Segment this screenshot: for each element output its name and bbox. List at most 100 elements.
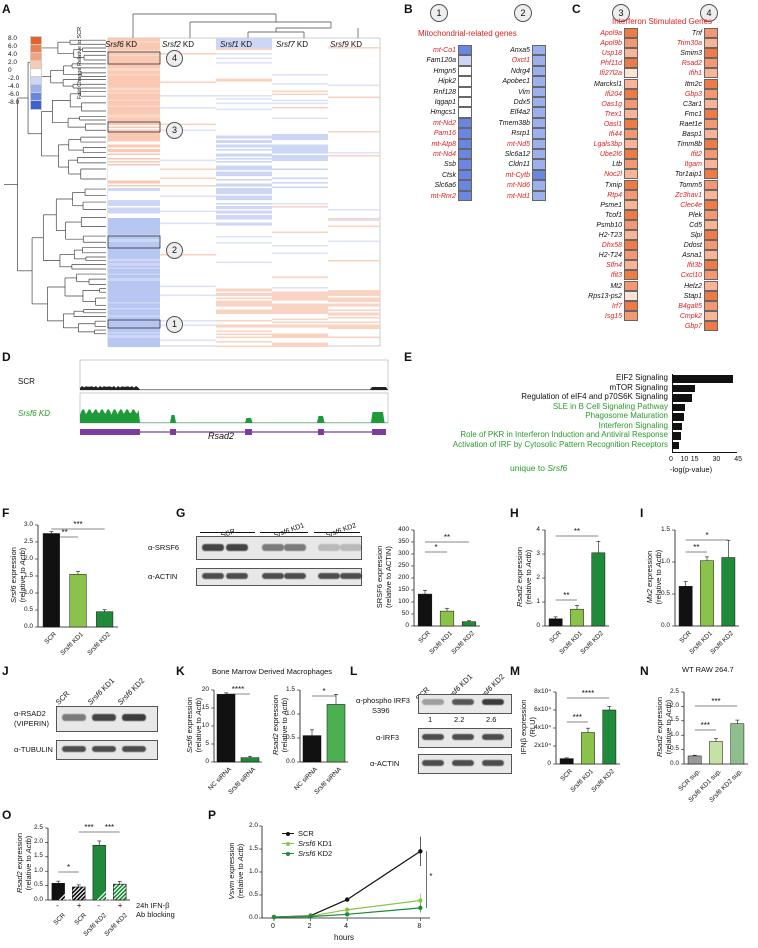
heat-cell <box>108 38 160 40</box>
blot-row-label: α-phospho IRF3 <box>356 696 410 705</box>
heat-cell <box>108 315 160 318</box>
heat-cell <box>108 113 160 115</box>
bar <box>700 560 714 627</box>
heat-cell <box>216 188 272 190</box>
data-point <box>344 897 350 902</box>
pathway-bar <box>672 394 693 402</box>
y-tick-label: 100 <box>398 597 409 605</box>
hatch <box>101 883 118 901</box>
series-line <box>273 907 421 918</box>
heat-cell <box>108 81 160 84</box>
cluster-circle: 3 <box>166 122 183 139</box>
gene-cell <box>704 280 718 291</box>
gene-label: Basp1 <box>682 131 702 138</box>
blot-band <box>202 573 224 579</box>
heat-cell <box>272 312 328 315</box>
blot-band <box>226 573 248 579</box>
gene-cell <box>624 58 638 69</box>
y-tick-label: 0.5 <box>23 605 33 613</box>
gene-cell <box>624 290 638 301</box>
y-tick-label: 0.0 <box>285 757 295 765</box>
heat-cell <box>216 161 272 163</box>
cat-suffix: KD2 <box>96 631 112 647</box>
legend-suffix: KD1 <box>315 839 333 848</box>
y-tick-label: 300 <box>398 549 409 557</box>
heat-cell <box>216 38 272 40</box>
gene-cell <box>532 45 546 56</box>
heat-cell <box>216 174 272 177</box>
bar <box>730 723 745 765</box>
ylabel-ref: Actb <box>18 550 27 566</box>
panel-label-h: H <box>510 506 519 520</box>
heat-cell <box>108 159 160 162</box>
heat-cell <box>160 177 216 180</box>
heat-cell <box>108 84 160 87</box>
gene-label: Txnip <box>604 181 622 189</box>
kd-coverage <box>80 409 388 423</box>
heat-cell <box>272 90 328 93</box>
heat-cell <box>108 72 160 75</box>
heat-cell <box>108 200 160 202</box>
gene-label: Noc2l <box>604 171 622 179</box>
category-label: SCR <box>43 631 59 646</box>
heat-cell <box>216 302 272 304</box>
col-suffix: KD2 <box>488 672 507 691</box>
heat-cell <box>216 311 272 313</box>
heat-cell <box>108 129 160 132</box>
heat-cell <box>108 254 160 256</box>
heat-cell <box>272 83 328 85</box>
gene-cell <box>704 250 718 261</box>
heat-cell <box>160 129 216 132</box>
heat-cell <box>108 171 160 174</box>
gene-label: Gbp7 <box>684 322 702 330</box>
heat-cell <box>108 176 160 178</box>
column-suffix: KD <box>123 40 138 49</box>
heat-cell <box>108 150 160 153</box>
heat-cell <box>216 242 272 244</box>
heat-cell <box>108 336 160 339</box>
gene-label: Apol9a <box>600 30 622 37</box>
bar-plot <box>45 827 142 901</box>
hatch <box>63 886 77 901</box>
cluster-circle: 4 <box>166 50 183 67</box>
heat-cell <box>108 179 160 181</box>
y-tick-label: 3.0 <box>23 520 33 528</box>
gene-label: Stap1 <box>683 292 702 300</box>
gene-label: Rsrp1 <box>511 130 530 138</box>
heat-cell <box>108 117 160 120</box>
blot-row-label: α-TUBULIN <box>14 745 53 754</box>
heat-cell <box>272 150 328 153</box>
heat-cell <box>108 53 160 55</box>
heat-cell <box>108 344 160 346</box>
gene-label: Ddx5 <box>513 99 530 106</box>
heat-cell <box>216 158 272 160</box>
heat-cell <box>108 41 160 43</box>
heat-cell <box>272 137 328 139</box>
gene-label: Irf7 <box>611 302 622 310</box>
heat-cell <box>272 305 328 307</box>
o-legend: 24h IFN-β <box>136 901 170 910</box>
pathway-bar <box>672 413 684 421</box>
ylabel-close: ) <box>280 697 289 701</box>
cat-suffix: KD2 <box>113 912 129 928</box>
ylabel-close: ) <box>194 697 203 701</box>
y-axis-label: Rsad2 expression (relative to Actb) <box>15 827 33 899</box>
heat-cell <box>108 155 160 157</box>
blot-row-label: α-SRSF6 <box>148 543 180 552</box>
gene-label: Hipk2 <box>438 78 456 86</box>
blot-band <box>62 714 86 721</box>
sig-star: *** <box>711 697 721 706</box>
heat-cell <box>216 345 272 348</box>
heat-cell <box>328 96 380 99</box>
heat-cell <box>272 231 328 234</box>
o-legend: Ab blocking <box>136 910 175 919</box>
heat-cell <box>216 222 272 225</box>
gene-label: mt-Nd2 <box>433 119 456 127</box>
data-point <box>271 914 277 920</box>
bar <box>240 757 260 763</box>
y-tick-label: 0.5 <box>669 745 679 753</box>
heat-cell <box>216 39 272 42</box>
gene-label: Hmgcs1 <box>430 109 456 117</box>
gene-cell <box>624 129 638 140</box>
group-bar <box>200 532 255 533</box>
